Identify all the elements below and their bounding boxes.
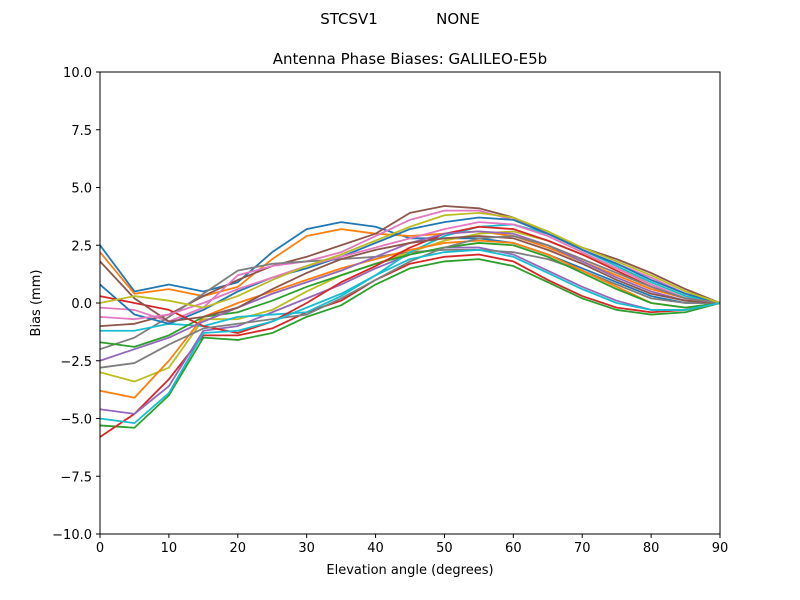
y-tick-label: 5.0 [71, 182, 92, 197]
series-line-18 [99, 235, 721, 369]
y-tick-label: 10.0 [63, 66, 92, 81]
y-tick-label: −10.0 [52, 528, 92, 543]
series-line-3 [99, 258, 721, 429]
series-line-20 [99, 248, 721, 425]
y-tick-label: −2.5 [60, 355, 92, 370]
suptitle-left: STCSV1 [320, 10, 378, 28]
y-axis-label: Bias (mm) [29, 270, 44, 337]
series-line-19 [99, 212, 721, 309]
x-axis: 0 10 20 30 40 50 60 70 80 90 [96, 534, 728, 556]
y-tick-label: −5.0 [60, 413, 92, 428]
series-line-17 [99, 221, 721, 321]
suptitle-right: NONE [436, 10, 480, 28]
x-tick-label: 50 [436, 541, 453, 556]
x-tick-label: 0 [96, 541, 104, 556]
x-tick-label: 20 [230, 541, 247, 556]
chart-title: Antenna Phase Biases: GALILEO-E5b [273, 50, 547, 68]
x-tick-label: 30 [298, 541, 315, 556]
y-tick-label: 7.5 [71, 124, 92, 139]
series-lines [99, 205, 721, 438]
x-tick-label: 40 [367, 541, 384, 556]
series-line-11 [99, 216, 721, 325]
x-axis-label: Elevation angle (degrees) [326, 563, 493, 578]
y-tick-label: −7.5 [60, 470, 92, 485]
x-tick-label: 60 [505, 541, 522, 556]
x-tick-label: 80 [643, 541, 660, 556]
y-tick-label: 0.0 [71, 297, 92, 312]
y-tick-label: 2.5 [71, 239, 92, 254]
x-tick-label: 90 [712, 541, 729, 556]
y-axis: −10.0 −7.5 −5.0 −2.5 0.0 2.5 5.0 7.5 10.0 [52, 66, 100, 543]
series-line-6 [99, 205, 721, 327]
series-line-4 [99, 253, 721, 438]
x-tick-label: 70 [574, 541, 591, 556]
series-line-14 [99, 225, 721, 334]
series-line-16 [99, 235, 721, 323]
x-tick-label: 10 [161, 541, 178, 556]
